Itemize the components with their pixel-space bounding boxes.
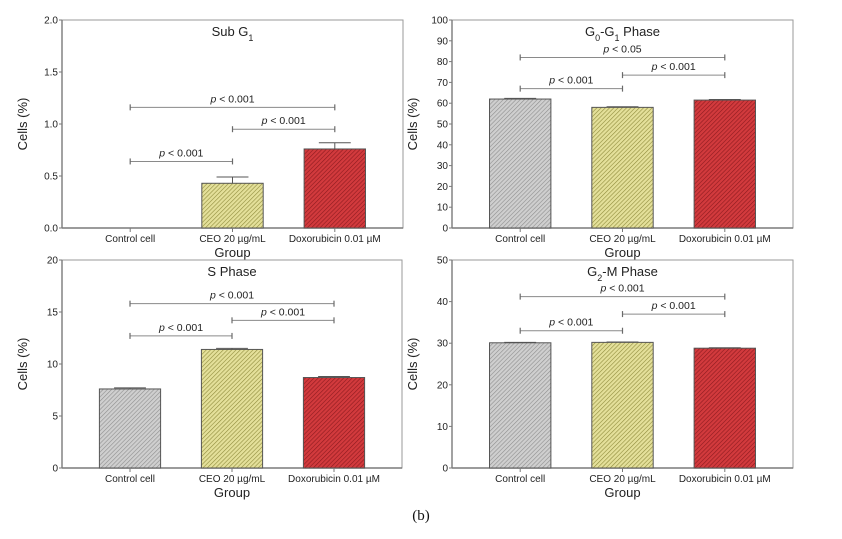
significance-label: p < 0.001	[209, 93, 254, 105]
chart-title: G2-M Phase	[587, 264, 658, 283]
y-tick-label: 0.5	[44, 172, 58, 183]
y-tick-label: 90	[437, 36, 449, 47]
y-tick-label: 1.0	[44, 120, 58, 131]
significance-label: p < 0.001	[158, 147, 203, 159]
y-tick-label: 40	[437, 140, 449, 151]
y-tick-label: 2.0	[44, 16, 58, 27]
y-tick-label: 20	[47, 256, 59, 267]
chart-title: G0-G1 Phase	[585, 24, 660, 43]
significance-label: p < 0.001	[260, 306, 305, 318]
bar	[302, 377, 366, 469]
bar	[489, 342, 552, 469]
y-tick-label: 15	[47, 308, 59, 319]
x-tick-label: Control cell	[105, 234, 155, 245]
panel-g0-g1-phase: 0 10 20 30 40 50 60 70 80 90 100 Cells (%) Control c…	[405, 16, 794, 260]
x-tick-label: Doxorubicin 0.01 µM	[679, 234, 771, 245]
chart-title: S Phase	[207, 264, 256, 279]
bar	[591, 106, 654, 229]
bar	[693, 99, 756, 229]
y-tick-label: 1.5	[44, 68, 58, 79]
significance-label: p < 0.05	[602, 43, 641, 55]
bar	[489, 98, 552, 229]
panel-s-phase: 0 5 10 15 20 Cells (%) Control cell CEO 20 µg/m…	[15, 256, 403, 500]
y-tick-label: 100	[431, 16, 448, 27]
significance-label: p < 0.001	[599, 283, 644, 295]
y-tick-label: 30	[437, 339, 449, 350]
x-tick-label: Control cell	[105, 474, 155, 485]
panel-g2-m-phase: 0 10 20 30 40 50 Cells (%) Control cell CEO 20 µ…	[405, 256, 794, 500]
significance-label: p < 0.001	[651, 61, 696, 73]
y-tick-label: 50	[437, 256, 449, 267]
y-axis-label: Cells (%)	[15, 98, 30, 151]
y-tick-label: 0	[442, 464, 448, 475]
significance-label: p < 0.001	[158, 322, 203, 334]
y-tick-label: 0	[442, 224, 448, 235]
y-axis-label: Cells (%)	[405, 338, 420, 391]
y-tick-label: 50	[437, 120, 449, 131]
x-axis-label: Group	[214, 485, 250, 500]
bar	[693, 347, 756, 469]
y-tick-label: 40	[437, 297, 449, 308]
chart-title: Sub G1	[212, 24, 254, 43]
bar	[200, 348, 264, 469]
y-tick-label: 10	[47, 360, 59, 371]
y-tick-label: 20	[437, 380, 449, 391]
significance-label: p < 0.001	[651, 300, 696, 312]
x-axis-label: Group	[604, 485, 640, 500]
y-tick-label: 70	[437, 78, 449, 89]
panel-sub-g1: 0.0 0.5 1.0 1.5 2.0 Cells (%) Control cell CEO …	[15, 16, 404, 260]
x-tick-label: Control cell	[495, 474, 545, 485]
y-tick-label: 60	[437, 99, 449, 110]
bar	[98, 388, 162, 469]
x-tick-label: Control cell	[495, 234, 545, 245]
x-tick-label: CEO 20 µg/mL	[589, 474, 656, 485]
y-tick-label: 5	[52, 412, 58, 423]
significance-label: p < 0.001	[548, 317, 593, 329]
y-tick-label: 0	[52, 464, 58, 475]
significance-label: p < 0.001	[209, 290, 254, 302]
x-axis-label: Group	[214, 245, 250, 260]
figure-caption: (b)	[412, 508, 430, 524]
x-tick-label: CEO 20 µg/mL	[199, 234, 266, 245]
y-axis-label: Cells (%)	[405, 98, 420, 151]
x-axis-label: Group	[604, 245, 640, 260]
y-tick-label: 10	[437, 203, 449, 214]
bar	[303, 148, 366, 229]
y-tick-label: 10	[437, 422, 449, 433]
bar	[201, 182, 264, 229]
y-tick-label: 80	[437, 57, 449, 68]
y-tick-label: 20	[437, 182, 449, 193]
bar	[591, 341, 654, 469]
x-tick-label: Doxorubicin 0.01 µM	[679, 474, 771, 485]
y-tick-label: 30	[437, 161, 449, 172]
significance-label: p < 0.001	[261, 115, 306, 127]
x-tick-label: Doxorubicin 0.01 µM	[288, 474, 380, 485]
x-tick-label: Doxorubicin 0.01 µM	[289, 234, 381, 245]
significance-label: p < 0.001	[548, 75, 593, 87]
y-tick-label: 0.0	[44, 224, 58, 235]
x-tick-label: CEO 20 µg/mL	[199, 474, 266, 485]
y-axis-label: Cells (%)	[15, 338, 30, 391]
x-tick-label: CEO 20 µg/mL	[589, 234, 656, 245]
